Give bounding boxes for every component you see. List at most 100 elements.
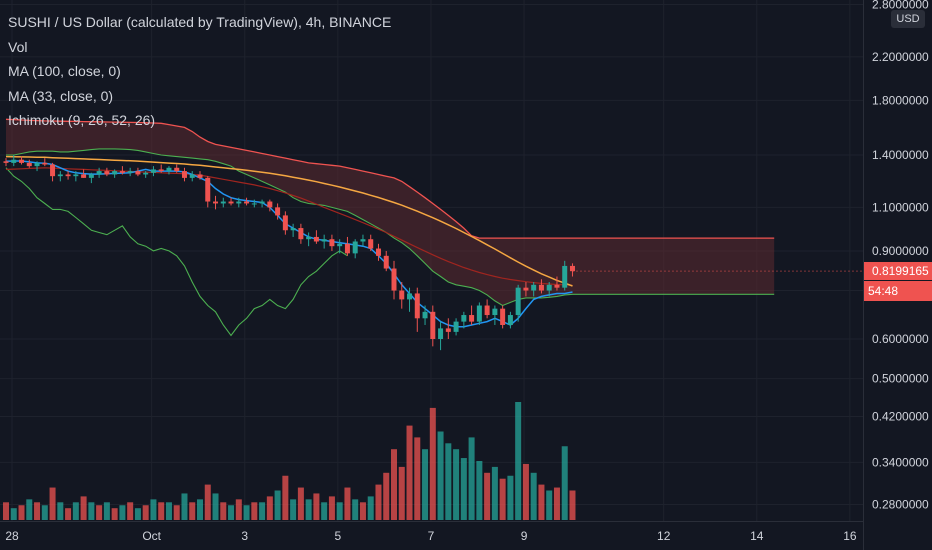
legend-ma33[interactable]: MA (33, close, 0) (8, 87, 114, 104)
candle-body (562, 265, 568, 288)
volume-bar (251, 502, 258, 520)
time-tick-label: Oct (142, 529, 161, 543)
candle-body (88, 174, 94, 178)
volume-bar (259, 502, 266, 520)
candle-body (104, 171, 110, 175)
volume-bar (80, 496, 87, 520)
cloud-fill (6, 119, 775, 306)
candle-body (42, 162, 48, 165)
candle-body (181, 171, 187, 178)
legend-ichimoku[interactable]: Ichimoku (9, 26, 52, 26) (8, 112, 156, 128)
volume-bar (367, 496, 374, 520)
volume-bar (484, 472, 491, 520)
volume-bar (499, 478, 506, 520)
time-tick-label: 16 (843, 529, 857, 543)
volume-bar (305, 499, 312, 520)
volume-bar (352, 499, 359, 520)
price-tick-label: 2.8000000 (872, 0, 929, 11)
volume-bar (437, 431, 444, 520)
candle-body (174, 167, 180, 172)
candle-body (290, 228, 296, 231)
volume-bar (321, 502, 328, 520)
volume-bar (359, 502, 366, 520)
candle-body (375, 248, 381, 256)
volume-bar (290, 499, 297, 520)
candle-body (244, 201, 250, 204)
volume-bar (282, 475, 289, 520)
price-tick-label: 0.5000000 (872, 372, 929, 386)
volume-bar (181, 493, 188, 520)
candle-body (65, 174, 71, 177)
time-tick-label: 7 (428, 529, 435, 543)
volume-bar (336, 502, 343, 520)
time-tick-label: 14 (750, 529, 764, 543)
candlestick-series (3, 155, 575, 351)
candle-body (306, 236, 312, 240)
volume-bar (297, 487, 304, 520)
volume-bar (561, 446, 568, 520)
candle-body (344, 243, 350, 254)
candle-body (507, 315, 513, 325)
volume-bar (243, 505, 250, 520)
volume-bar (453, 449, 460, 520)
candle-body (453, 321, 459, 332)
volume-bar (26, 499, 33, 520)
time-tick-label: 3 (241, 529, 248, 543)
candle-body (119, 171, 125, 173)
candle-body (50, 164, 56, 177)
time-tick-label: 9 (521, 529, 528, 543)
volume-bar (158, 502, 165, 520)
candle-body (569, 265, 575, 272)
price-tick-label: 0.4200000 (872, 409, 929, 423)
volume-bar (49, 487, 56, 520)
volume-bar (18, 505, 25, 520)
candle-body (143, 172, 149, 175)
volume-bar (546, 490, 553, 520)
candle-body (461, 315, 467, 322)
candle-body (213, 201, 219, 204)
volume-bar (134, 508, 141, 520)
volume-bar (538, 484, 545, 520)
current-price-label: 0.8199165 (864, 262, 932, 280)
volume-bar (274, 490, 281, 520)
candle-body (81, 174, 87, 178)
volume-bar (406, 425, 413, 520)
candle-body (26, 162, 32, 167)
ichimoku-cloud (6, 119, 775, 306)
price-tick-label: 0.9000000 (872, 244, 929, 258)
time-axis-ticks: 28 Oct 3 5 7 9 12 14 16 (5, 529, 857, 543)
legend-volume[interactable]: Vol (8, 38, 28, 55)
candle-body (352, 241, 358, 254)
volume-bar (127, 502, 134, 520)
volume-bar (266, 496, 273, 520)
candle-body (391, 268, 397, 291)
currency-badge[interactable]: USD (891, 10, 925, 28)
volume-bar (468, 437, 475, 520)
price-axis-ticks: 2.8000000 2.2000000 1.8000000 1.4000000 1.10… (872, 0, 929, 512)
legend-ma100[interactable]: MA (100, close, 0) (8, 63, 121, 79)
legend-symbol[interactable]: SUSHI / US Dollar (calculated by Trading… (8, 14, 392, 30)
candle-body (445, 328, 451, 332)
candle-body (57, 174, 63, 177)
volume-bar (65, 508, 72, 520)
volume-bar (398, 466, 405, 520)
volume-bar (10, 508, 17, 520)
time-tick-label: 5 (335, 529, 342, 543)
volume-bar (103, 502, 110, 520)
price-tick-label: 0.3400000 (872, 455, 929, 469)
candle-body (3, 161, 9, 163)
candle-body (407, 293, 413, 300)
volume-bar (165, 502, 172, 520)
candle-body (19, 159, 25, 163)
candle-body (515, 287, 521, 316)
candle-body (298, 228, 304, 240)
price-tick-label: 0.2800000 (872, 498, 929, 512)
price-tick-label: 0.6000000 (872, 332, 929, 346)
time-tick-label: 12 (657, 529, 671, 543)
candle-body (538, 284, 544, 291)
candle-body (500, 308, 506, 325)
price-tick-label: 1.4000000 (872, 148, 929, 162)
volume-bar (72, 502, 79, 520)
volume-bar (507, 475, 514, 520)
